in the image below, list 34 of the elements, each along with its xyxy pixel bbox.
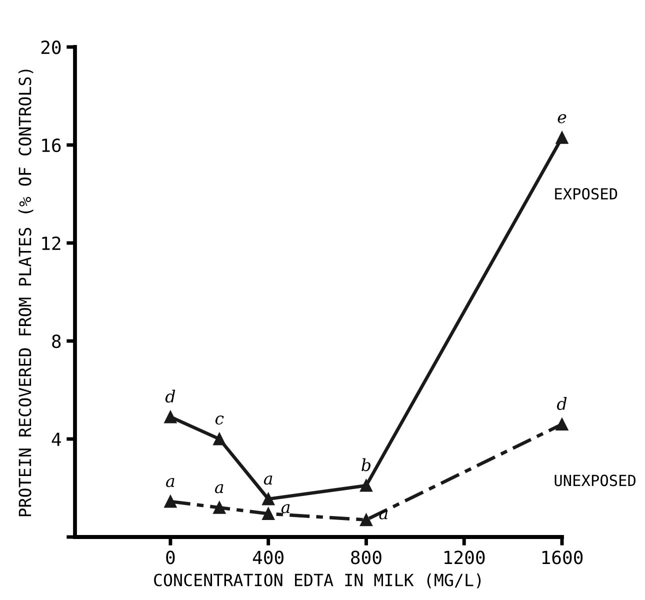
annotation: a bbox=[281, 504, 290, 514]
x-tick-label: 0 bbox=[166, 550, 175, 564]
x-axis-title: CONCENTRATION EDTA IN MILK (MG/L) bbox=[154, 573, 481, 588]
point bbox=[360, 514, 372, 526]
point bbox=[164, 410, 177, 424]
x-tick-label: 400 bbox=[252, 550, 284, 564]
annotation: c bbox=[215, 416, 224, 425]
point bbox=[164, 495, 177, 508]
y-tick-label: 12 bbox=[42, 236, 60, 250]
series-label: EXPOSED bbox=[555, 188, 618, 200]
x-tick-label: 1200 bbox=[444, 550, 485, 564]
point bbox=[360, 479, 372, 492]
annotation: e bbox=[558, 114, 566, 124]
point bbox=[213, 501, 226, 514]
annotation: b bbox=[362, 458, 370, 472]
text: UNEXPOSED bbox=[554, 474, 636, 486]
point bbox=[213, 432, 226, 446]
annotation: a bbox=[166, 478, 174, 488]
annotation: d bbox=[165, 390, 176, 403]
annotation: a bbox=[214, 484, 224, 494]
point bbox=[556, 131, 568, 144]
annotation: d bbox=[556, 397, 567, 410]
y-tick-label: 8 bbox=[52, 334, 61, 348]
y-tick-label: 4 bbox=[52, 432, 61, 446]
annotation: a bbox=[264, 476, 272, 485]
point bbox=[262, 507, 275, 520]
annotation: a bbox=[379, 510, 388, 520]
point bbox=[556, 418, 568, 431]
y-axis-title: PROTEIN RECOVERED FROM PLATES (% OF CONTROLS) bbox=[18, 70, 34, 516]
y-tick-label: 20 bbox=[41, 40, 61, 54]
point bbox=[262, 492, 275, 506]
x-tick-label: 800 bbox=[351, 550, 382, 564]
y-tick-label: 16 bbox=[42, 138, 61, 152]
x-tick-label: 1600 bbox=[542, 550, 583, 564]
